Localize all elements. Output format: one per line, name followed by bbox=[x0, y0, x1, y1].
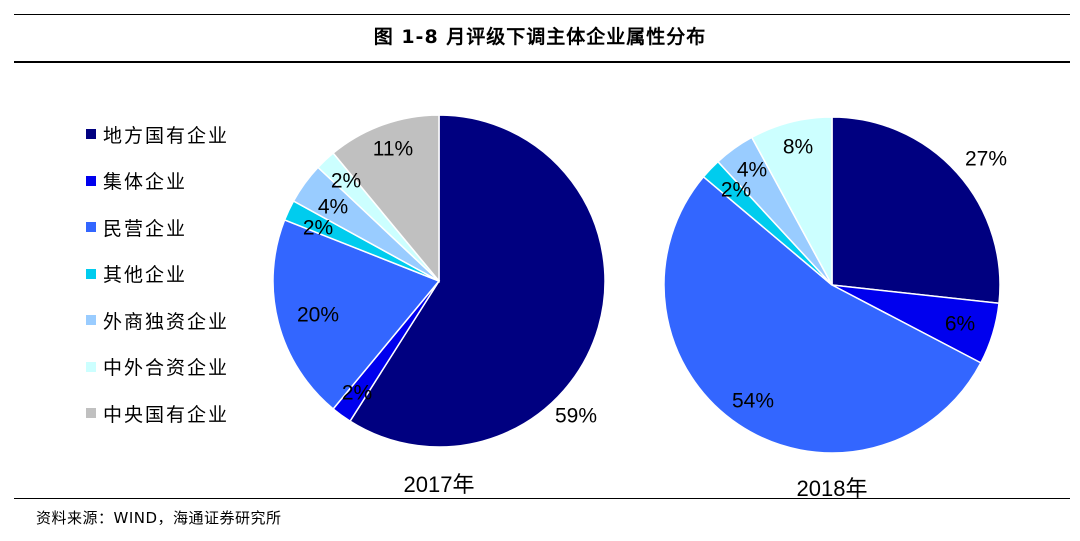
slice-value-label: 2% bbox=[303, 217, 333, 240]
legend-swatch bbox=[86, 361, 96, 372]
slice-value-label: 4% bbox=[318, 196, 348, 219]
slice-value-label: 2% bbox=[342, 382, 372, 405]
legend-item: 地方国有企业 bbox=[86, 122, 230, 147]
slice-value-label: 8% bbox=[783, 136, 813, 159]
pie-slice bbox=[272, 218, 441, 410]
top-rule bbox=[14, 14, 1070, 15]
bottom-rule bbox=[14, 498, 1070, 499]
legend-item: 民营企业 bbox=[86, 215, 188, 240]
pie-slice bbox=[349, 114, 606, 448]
legend-item: 中央国有企业 bbox=[86, 401, 230, 426]
slice-value-label: 20% bbox=[297, 304, 339, 327]
page-title: 图 1-8 月评级下调主体企业属性分布 bbox=[373, 26, 707, 48]
pie-slice bbox=[332, 114, 440, 284]
legend-swatch bbox=[86, 129, 96, 139]
pie-slice bbox=[663, 175, 982, 454]
year-label: 2018年 bbox=[797, 476, 868, 501]
year-label: 2017年 bbox=[404, 472, 475, 497]
pie-slice bbox=[831, 116, 1001, 305]
legend-swatch bbox=[86, 408, 96, 418]
slice-value-label: 2% bbox=[721, 179, 751, 202]
pie-slice bbox=[750, 116, 833, 286]
legend-swatch bbox=[86, 222, 96, 232]
legend-label: 其他企业 bbox=[103, 264, 188, 286]
legend-item: 其他企业 bbox=[86, 262, 187, 286]
slice-value-label: 59% bbox=[555, 405, 597, 428]
legend-label: 外商独资企业 bbox=[103, 310, 230, 333]
pie-chart-1: 27% 6% 54% 2%4% 8% 2018年 bbox=[663, 116, 1007, 501]
legend-label: 中外合资企业 bbox=[103, 357, 230, 379]
slice-value-label: 11% bbox=[373, 138, 413, 161]
pie-chart-0: 59%2%20%2%4%2%11%2017年 bbox=[272, 114, 606, 497]
legend-swatch bbox=[86, 315, 96, 325]
legend-item: 中外合资企业 bbox=[86, 355, 229, 379]
legend-item: 外商独资企业 bbox=[86, 308, 230, 333]
legend-label: 民营企业 bbox=[103, 217, 188, 240]
title-rule bbox=[14, 61, 1070, 63]
legend-label: 中央国有企业 bbox=[103, 403, 230, 426]
slice-value-label: 4% bbox=[737, 159, 767, 182]
legend-swatch bbox=[86, 268, 96, 279]
legend-label: 地方国有企业 bbox=[103, 124, 230, 147]
legend-item: 集体企业 bbox=[86, 169, 187, 193]
slice-value-label: 6% bbox=[945, 313, 975, 336]
legend-swatch bbox=[86, 175, 96, 186]
slice-value-label: 27% bbox=[965, 148, 1007, 171]
source-note: 资料来源：WIND，海通证券研究所 bbox=[36, 509, 282, 527]
legend-label: 集体企业 bbox=[103, 171, 188, 193]
slice-value-label: 2% bbox=[331, 170, 361, 193]
slice-value-label: 54% bbox=[732, 390, 774, 413]
